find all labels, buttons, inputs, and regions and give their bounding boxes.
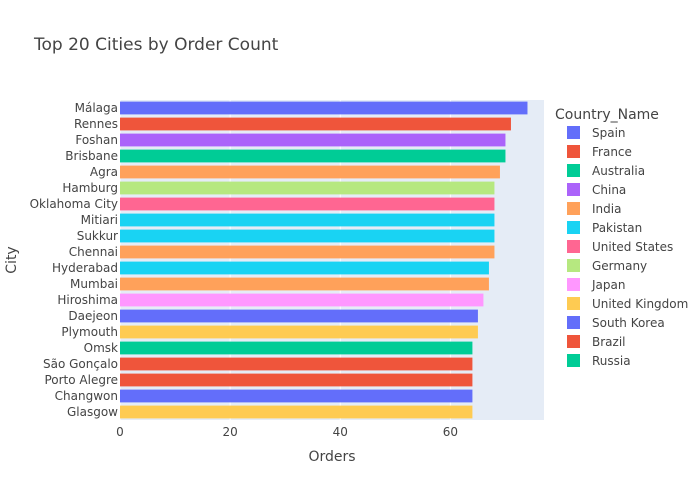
y-tick-label: Glasgow (67, 405, 118, 419)
bar (120, 373, 473, 387)
bar (120, 309, 478, 323)
legend: Country_Name Spain France Australia China In… (555, 107, 688, 368)
bar (120, 405, 473, 419)
legend-label: United States (592, 240, 673, 254)
x-axis-ticks: 0 20 40 60 (116, 425, 458, 439)
legend-swatch (567, 354, 580, 367)
x-tick-label: 0 (116, 425, 124, 439)
y-tick-label: Rennes (74, 117, 118, 131)
legend-swatch (567, 259, 580, 272)
y-tick-label: Omsk (84, 341, 118, 355)
bar (120, 389, 473, 403)
y-tick-label: Porto Alegre (44, 373, 118, 387)
bar (120, 133, 506, 147)
legend-swatch (567, 183, 580, 196)
legend-label: India (592, 202, 621, 216)
y-tick-label: Mumbai (70, 277, 118, 291)
legend-swatch (567, 335, 580, 348)
y-tick-label: Mitiari (81, 213, 118, 227)
legend-label: Australia (592, 164, 645, 178)
y-tick-label: Hamburg (62, 181, 118, 195)
legend-label: Russia (592, 354, 631, 368)
y-axis-title: City (4, 246, 20, 273)
legend-label: South Korea (592, 316, 665, 330)
legend-swatch (567, 297, 580, 310)
x-tick-label: 60 (443, 425, 458, 439)
bar (120, 165, 500, 179)
legend-label: Pakistan (592, 221, 642, 235)
y-tick-label: São Gonçalo (43, 357, 118, 371)
y-tick-label: Plymouth (61, 325, 118, 339)
bar (120, 229, 495, 243)
bar (120, 245, 495, 259)
bar (120, 341, 473, 355)
x-tick-label: 20 (222, 425, 237, 439)
y-tick-label: Chennai (69, 245, 118, 259)
y-tick-label: Changwon (55, 389, 118, 403)
y-tick-label: Hyderabad (52, 261, 118, 275)
legend-swatch (567, 126, 580, 139)
legend-label: Germany (592, 259, 647, 273)
legend-label: Brazil (592, 335, 626, 349)
legend-swatch (567, 221, 580, 234)
bar (120, 101, 528, 115)
bar (120, 149, 506, 163)
legend-swatch (567, 164, 580, 177)
bar (120, 293, 484, 307)
bar (120, 213, 495, 227)
legend-label: France (592, 145, 632, 159)
bar (120, 357, 473, 371)
plot-background (120, 100, 544, 420)
legend-swatch (567, 316, 580, 329)
bar (120, 181, 495, 195)
chart-title: Top 20 Cities by Order Count (33, 35, 279, 55)
bar (120, 197, 495, 211)
legend-swatch (567, 240, 580, 253)
legend-label: Japan (591, 278, 625, 292)
y-axis-ticks: Málaga Rennes Foshan Brisbane Agra Hamburg Okl… (30, 101, 119, 419)
y-tick-label: Agra (90, 165, 118, 179)
bar (120, 325, 478, 339)
x-tick-label: 40 (333, 425, 348, 439)
bars (120, 101, 528, 419)
bar (120, 117, 511, 131)
y-tick-label: Daejeon (68, 309, 118, 323)
bar (120, 261, 489, 275)
legend-label: Spain (592, 126, 626, 140)
x-axis-title: Orders (308, 449, 355, 465)
legend-swatch (567, 202, 580, 215)
legend-label: China (592, 183, 626, 197)
y-tick-label: Brisbane (65, 149, 118, 163)
legend-swatch (567, 278, 580, 291)
y-tick-label: Sukkur (77, 229, 118, 243)
y-tick-label: Hiroshima (57, 293, 118, 307)
y-tick-label: Foshan (75, 133, 118, 147)
bar (120, 277, 489, 291)
y-tick-label: Málaga (75, 101, 118, 115)
legend-label: United Kingdom (592, 297, 688, 311)
legend-title: Country_Name (555, 107, 659, 123)
y-tick-label: Oklahoma City (30, 197, 118, 211)
legend-swatch (567, 145, 580, 158)
